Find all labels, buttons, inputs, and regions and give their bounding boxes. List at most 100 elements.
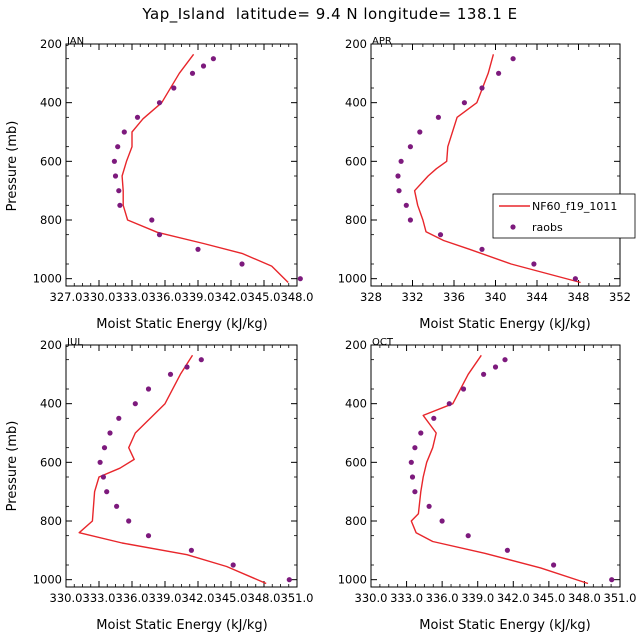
raobs-point: [510, 56, 516, 62]
x-tick-label: 339.0: [461, 591, 494, 605]
legend-dot-swatch: [510, 224, 516, 230]
raobs-point: [188, 547, 194, 553]
series-line-model: [121, 53, 289, 283]
raobs-point: [112, 173, 119, 179]
raobs-point: [396, 188, 402, 194]
raobs-point: [115, 144, 121, 150]
y-axis-label-jul: Pressure (mb): [5, 421, 20, 512]
y-tick-label: 400: [345, 96, 367, 110]
raobs-point: [195, 246, 201, 252]
raobs-point: [418, 430, 424, 436]
legend-model-label: NF60_f19_1011: [532, 200, 617, 213]
x-tick-label: 352: [609, 290, 631, 304]
x-tick-label: 333.0: [390, 591, 423, 605]
raobs-point: [431, 415, 437, 421]
x-tick-label: 342.0: [182, 591, 215, 605]
raobs-point: [198, 357, 204, 363]
y-tick-label: 400: [345, 397, 367, 411]
raobs-point: [100, 474, 106, 480]
y-tick-label: 600: [345, 154, 367, 168]
x-tick-label: 328: [360, 290, 382, 304]
raobs-point: [407, 217, 413, 223]
panel-label-jul: JUL: [66, 337, 83, 348]
x-tick-label: 348.0: [281, 290, 314, 304]
raobs-point: [407, 144, 413, 150]
y-tick-label: 1000: [33, 272, 62, 286]
raobs-point: [297, 276, 303, 282]
raobs-point: [210, 56, 216, 62]
x-tick-label: 342.0: [215, 290, 248, 304]
y-tick-label: 400: [40, 397, 62, 411]
x-tick-label: 348.0: [568, 591, 601, 605]
x-tick-label: 330.0: [50, 591, 83, 605]
raobs-point: [116, 415, 122, 421]
raobs-point: [149, 217, 155, 223]
x-tick-label: 336.0: [426, 591, 459, 605]
y-axis-label-jan: Pressure (mb): [5, 121, 20, 212]
legend: NF60_f19_1011 raobs: [492, 193, 636, 239]
panel-label-jan: JAN: [66, 36, 84, 47]
raobs-point: [609, 577, 615, 583]
raobs-point: [97, 459, 103, 465]
x-tick-label: 339.0: [149, 591, 182, 605]
raobs-point: [492, 364, 499, 370]
panel-apr: APR Moist Static Energy (kJ/kg) 328 332 33…: [338, 36, 636, 332]
x-tick-label: 336.0: [116, 591, 149, 605]
legend-obs-label: raobs: [532, 221, 563, 234]
x-tick-label: 342.0: [497, 591, 530, 605]
raobs-point: [200, 63, 207, 69]
raobs-point: [409, 474, 416, 480]
raobs-point: [504, 547, 510, 553]
raobs-point: [426, 503, 432, 509]
raobs-point: [398, 158, 404, 164]
raobs-point: [107, 430, 113, 436]
y-tick-label: 600: [345, 455, 367, 469]
raobs-point: [189, 70, 196, 76]
legend-box: [492, 193, 636, 239]
y-tick-label: 600: [40, 154, 62, 168]
raobs-point: [121, 129, 127, 135]
raobs-point: [403, 202, 409, 208]
raobs-point: [446, 401, 452, 407]
x-tick-label: 348.0: [248, 591, 281, 605]
raobs-point: [104, 489, 110, 495]
raobs-point: [239, 261, 245, 267]
y-tick-label: 200: [40, 37, 62, 51]
x-tick-label: 351.0: [281, 591, 314, 605]
raobs-point: [184, 364, 190, 370]
x-tick-label: 327.0: [50, 290, 83, 304]
x-tick-label: 351.0: [604, 591, 637, 605]
y-tick-label: 800: [40, 514, 62, 528]
raobs-point: [116, 188, 122, 194]
plot-frame-jan: [65, 43, 298, 287]
x-tick-label: 344: [526, 290, 548, 304]
raobs-point: [412, 445, 418, 451]
plot-frame-jul: [65, 344, 298, 588]
raobs-point: [101, 445, 108, 451]
raobs-point: [496, 70, 502, 76]
series-line-model: [78, 354, 267, 585]
raobs-point: [439, 518, 445, 524]
raobs-point: [502, 357, 508, 363]
raobs-point: [395, 173, 401, 179]
x-axis-label-jul: Moist Static Energy (kJ/kg): [96, 618, 267, 633]
raobs-point: [417, 129, 423, 135]
raobs-point: [435, 114, 441, 120]
raobs-point: [171, 85, 177, 91]
x-axis-label-oct: Moist Static Energy (kJ/kg): [419, 618, 590, 633]
x-tick-label: 340: [485, 290, 507, 304]
raobs-point: [437, 232, 444, 238]
y-tick-label: 800: [345, 514, 367, 528]
x-tick-label: 333.0: [83, 591, 116, 605]
y-tick-label: 600: [40, 455, 62, 469]
figure-title: Yap_Island latitude= 9.4 N longitude= 13…: [141, 5, 517, 24]
raobs-point: [460, 386, 467, 392]
x-tick-label: 339.0: [182, 290, 215, 304]
raobs-point: [156, 100, 163, 106]
raobs-point: [114, 503, 120, 509]
y-tick-label: 1000: [338, 573, 367, 587]
x-axis-label-jan: Moist Static Energy (kJ/kg): [96, 317, 267, 332]
raobs-point: [230, 562, 236, 568]
raobs-point: [286, 577, 292, 583]
